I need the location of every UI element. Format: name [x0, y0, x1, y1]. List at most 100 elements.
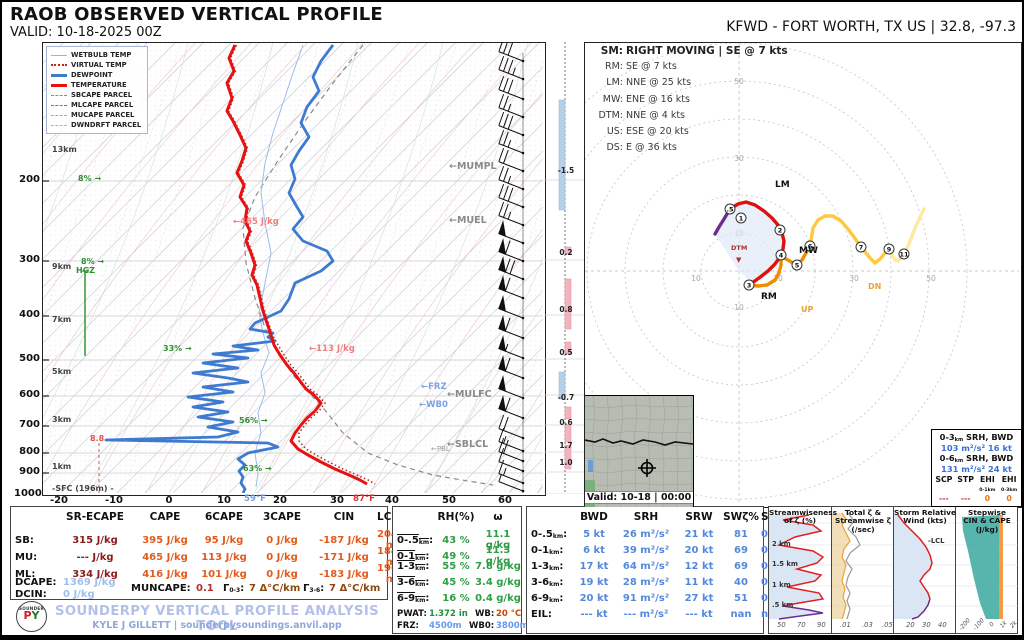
dry-adiabat-line — [481, 388, 543, 493]
table-row: 6-9km: 16 % 0.4 g/kg — [393, 593, 521, 604]
isotherm-line — [144, 94, 543, 493]
srh-bwd-values: 103 m²/s² 16 kt — [941, 443, 1012, 453]
mixing-ratio-line — [445, 198, 543, 493]
wind-barb — [498, 374, 524, 399]
value-cell: 12 kt — [684, 561, 714, 572]
mixing-ratio-line — [169, 43, 320, 493]
wind-barb — [498, 129, 524, 154]
height-label: -SFC (196m) - — [52, 484, 114, 493]
miniplot-title: Stepwise CIN & CAPE (J/kg) — [963, 508, 1011, 534]
value-cell: 20 kt — [579, 593, 609, 604]
wind-barb — [498, 147, 524, 172]
streamwiseness-low-curve — [778, 605, 824, 620]
wind-barb — [498, 183, 524, 208]
wind-barb — [498, 55, 524, 80]
value-cell: 11 kt — [684, 577, 714, 588]
station-info: KFWD - FORT WORTH, TX US | 32.8, -97.3 — [726, 19, 1016, 35]
lapse-0-3-label: Γ0-3: — [223, 583, 245, 594]
column-header: ω — [493, 511, 503, 523]
isotherm-line — [43, 43, 316, 316]
value-cell: --- m²/s² — [623, 609, 669, 620]
skewt-annotation: ←465 J/kg — [233, 217, 279, 227]
height-marker — [804, 240, 816, 252]
pressure-label: 300 — [19, 254, 40, 265]
wind-barb — [498, 93, 524, 118]
isotherm-line — [43, 43, 400, 400]
value-cell: --- kt — [580, 609, 608, 620]
value-cell: 315 J/kg — [72, 534, 118, 546]
legend-swatch — [51, 124, 67, 126]
legend-item: DEWPOINT — [51, 70, 141, 80]
height-marker-label: 11 — [899, 250, 909, 258]
composite-value: 0 — [1006, 494, 1012, 503]
height-marker — [775, 249, 787, 261]
moist-adiabat-line — [253, 43, 444, 493]
lapse-3-6-label: Γ3-6: — [303, 583, 325, 594]
pwat-value: 1.372 in — [429, 609, 468, 619]
storm-motion-line: DTM: NNE @ 4 kts — [598, 109, 685, 121]
column-header: CAPE — [149, 511, 181, 523]
legend-label: WETBULB TEMP — [71, 51, 132, 59]
column-header: SR-ECAPE — [66, 511, 124, 523]
page-title: RAOB OBSERVED VERTICAL PROFILE — [10, 4, 383, 25]
omega-bar — [564, 444, 572, 470]
table-row: 0-1km: 49 % 11.3 g/kg — [393, 545, 521, 567]
table-row: 3-6km: 45 % 3.4 g/kg — [393, 577, 521, 588]
wind-barb — [498, 459, 524, 484]
miniplot-xtick: 70 — [797, 621, 806, 629]
row-label: 0-1km: — [531, 545, 564, 556]
isotherm-line — [116, 66, 543, 493]
height-marker — [791, 259, 803, 271]
legend-item: TEMPERATURE — [51, 80, 141, 90]
isotherm-line — [43, 43, 484, 484]
miniplot-title: Total ζ & Streamwise ζ (/sec) — [835, 508, 891, 534]
lapse-3-6-value: 7 Δ°C/km — [329, 583, 381, 594]
streamwiseness-curve — [776, 514, 825, 607]
barb-station-dot — [521, 489, 525, 493]
omega-bar — [564, 406, 572, 420]
row-label: 3-6km: — [531, 577, 564, 588]
legend-item: MLCAPE PARCEL — [51, 100, 141, 110]
miniplot-xtick: .03 — [862, 621, 873, 629]
fill-area — [894, 515, 932, 619]
row-label: MU: — [15, 551, 38, 563]
value-cell: -187 J/kg — [319, 534, 369, 546]
value-cell: 51 — [734, 593, 748, 604]
skewt-annotation: 63% → — [243, 464, 272, 473]
temperature-axis-label: 50 — [442, 495, 456, 506]
pressure-label: 800 — [19, 446, 40, 457]
value-cell: 2046 m — [377, 529, 405, 551]
skewt-panel: 8% → 8% → HGZ 33% → 56% → 63% → ←465 J/kg ←113 … — [42, 37, 546, 496]
omega-value: -1.5 — [558, 166, 574, 175]
composite-header: STP — [957, 475, 974, 484]
barb-station-dot — [521, 59, 525, 63]
value-cell: 28 m²/s² — [622, 577, 670, 588]
isotherm-line — [60, 43, 512, 493]
storm-motion-line: LM: NNE @ 25 kts — [606, 77, 692, 89]
srh-bwd-stats-box: 0-3km SRH, BWD 103 m²/s² 16 kt 0-6km SRH, … — [931, 429, 1022, 507]
hodograph-label-lm: LM — [775, 180, 790, 190]
isotherm-line — [480, 430, 543, 493]
legend-label: MUCAPE PARCEL — [71, 111, 135, 119]
isotherm-line — [43, 43, 260, 260]
mixing-value: 11.1 g/kg — [485, 529, 511, 551]
county-line — [661, 396, 666, 507]
composite-header: EHI 0-3km — [1001, 475, 1018, 493]
value-cell: 69 — [734, 561, 748, 572]
county-line — [585, 417, 693, 422]
county-line — [591, 396, 596, 507]
miniplot-xtick: 50 — [777, 621, 786, 629]
hodograph-panel: 5030101010103050.51234567911LMMWRMDTM▼UP… — [510, 42, 1022, 508]
isotherm-line — [452, 402, 543, 493]
srw-low-curve — [911, 598, 931, 620]
wind-barb — [498, 427, 524, 452]
value-cell: 465 J/kg — [142, 551, 188, 563]
composite-value: 0 — [984, 494, 991, 503]
wind-barb — [498, 201, 524, 226]
skewt-annotation: ←FRZ — [421, 382, 447, 392]
ring-label: 50 — [926, 274, 936, 283]
